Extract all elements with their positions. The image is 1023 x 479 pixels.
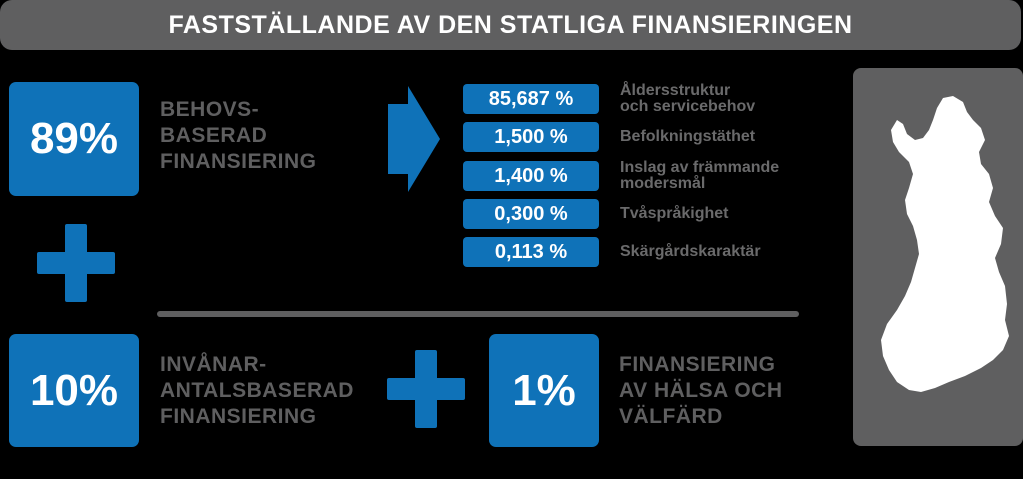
population-based-label-line: ANTALSBASERAD bbox=[160, 379, 354, 402]
factor-label: Åldersstruktur och servicebehov bbox=[620, 82, 845, 116]
page-title: FASTSTÄLLANDE AV DEN STATLIGA FINANSIERI… bbox=[0, 0, 1021, 50]
needs-based-label: BEHOVS- BASERAD FINANSIERING bbox=[160, 97, 317, 175]
health-welfare-percent: 1% bbox=[512, 365, 576, 415]
factor-percent: 0,113 % bbox=[494, 240, 568, 263]
factor-percent: 1,500 % bbox=[494, 125, 568, 148]
population-based-label-line: INVÅNAR- bbox=[160, 353, 267, 376]
factor-percent-box: 0,113 % bbox=[463, 237, 599, 267]
plus-icon bbox=[37, 224, 115, 302]
factor-percent-box: 85,687 % bbox=[463, 84, 599, 114]
health-welfare-label-line: VÄLFÄRD bbox=[619, 405, 723, 428]
population-based-percent: 10% bbox=[29, 365, 119, 415]
health-welfare-label-line: FINANSIERING bbox=[619, 353, 776, 376]
factor-label-line: Befolkningstäthet bbox=[620, 128, 756, 145]
health-welfare-label: FINANSIERING AV HÄLSA OCH VÄLFÄRD bbox=[619, 352, 783, 430]
factor-label-line: och servicebehov bbox=[620, 98, 756, 115]
factor-label-line: Åldersstruktur bbox=[620, 82, 731, 99]
finland-map-icon bbox=[881, 96, 1009, 392]
factor-label-line: Skärgårdskaraktär bbox=[620, 243, 761, 260]
factor-label: Inslag av främmande modersmål bbox=[620, 159, 845, 193]
needs-based-percent: 89% bbox=[29, 114, 119, 163]
factor-label-line: modersmål bbox=[620, 175, 706, 192]
health-welfare-label-line: AV HÄLSA OCH bbox=[619, 379, 783, 402]
needs-based-percent-box: 89% bbox=[9, 82, 139, 196]
population-based-label-line: FINANSIERING bbox=[160, 405, 317, 428]
factor-percent: 85,687 % bbox=[488, 87, 574, 110]
health-welfare-percent-box: 1% bbox=[489, 334, 599, 447]
factor-percent-box: 0,300 % bbox=[463, 199, 599, 229]
population-based-label: INVÅNAR- ANTALSBASERAD FINANSIERING bbox=[160, 352, 354, 430]
map-panel bbox=[853, 68, 1023, 446]
factor-label: Tvåspråkighet bbox=[620, 199, 845, 229]
needs-based-label-line: BASERAD bbox=[160, 124, 268, 147]
factor-percent: 0,300 % bbox=[494, 202, 568, 225]
population-based-percent-box: 10% bbox=[9, 334, 139, 447]
title-text: FASTSTÄLLANDE AV DEN STATLIGA FINANSIERI… bbox=[168, 10, 853, 39]
factor-label: Befolkningstäthet bbox=[620, 122, 845, 152]
factor-label-line: Tvåspråkighet bbox=[620, 205, 729, 222]
factor-label: Skärgårdskaraktär bbox=[620, 237, 845, 267]
factor-label-line: Inslag av främmande bbox=[620, 159, 780, 176]
needs-based-label-line: FINANSIERING bbox=[160, 150, 317, 173]
section-divider bbox=[157, 311, 799, 317]
needs-based-label-line: BEHOVS- bbox=[160, 98, 260, 121]
factor-percent: 1,400 % bbox=[494, 164, 568, 187]
factor-percent-box: 1,400 % bbox=[463, 161, 599, 191]
plus-icon bbox=[387, 350, 465, 428]
factor-percent-box: 1,500 % bbox=[463, 122, 599, 152]
arrow-right-icon bbox=[388, 86, 440, 192]
